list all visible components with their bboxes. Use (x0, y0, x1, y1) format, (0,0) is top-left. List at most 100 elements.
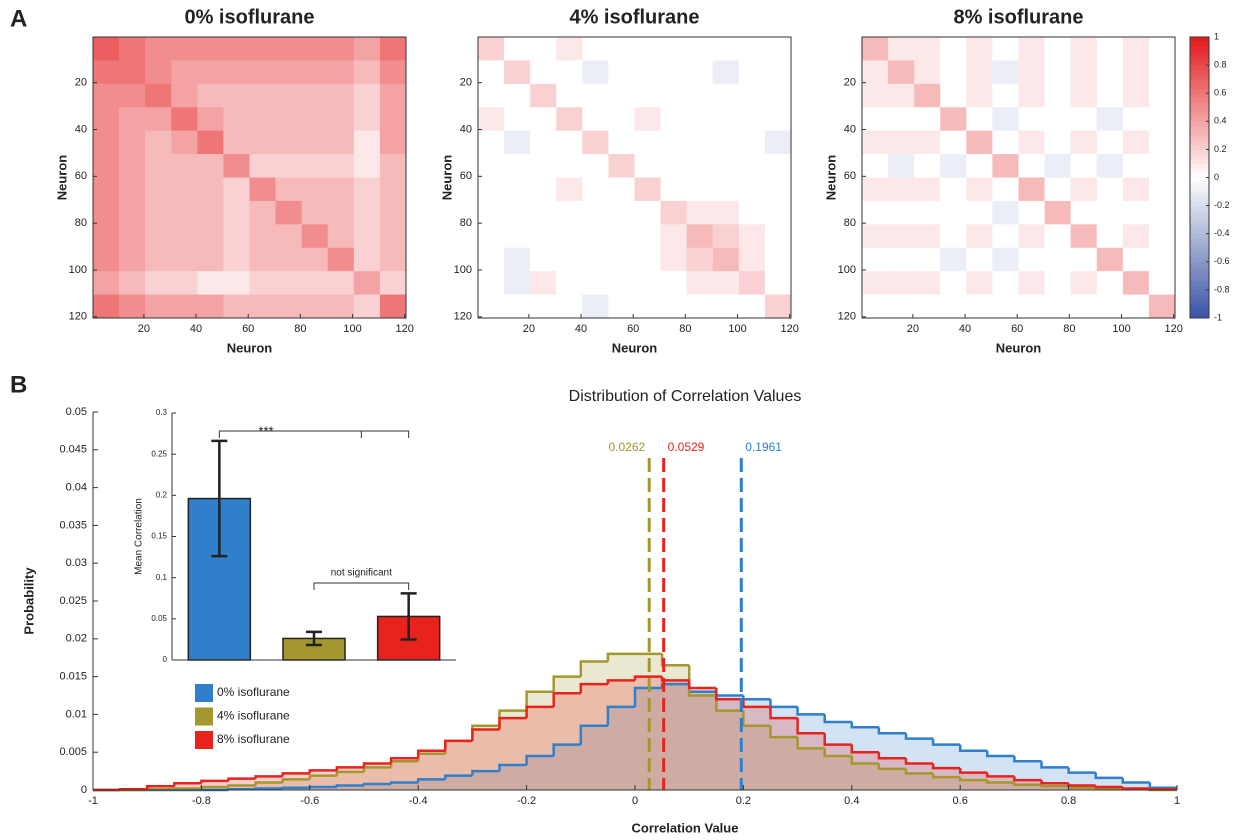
histogram-step (1148, 787, 1177, 791)
heatmap-cell (686, 83, 714, 108)
colorbar-swatch (1190, 275, 1209, 282)
histogram-step (1121, 777, 1150, 784)
heatmap-cell (353, 294, 381, 319)
histogram-bin (960, 780, 988, 790)
heatmap-cell (608, 200, 635, 225)
heatmap-cell (275, 294, 302, 319)
heatmap-cell (966, 83, 993, 108)
colorbar-swatch (1190, 210, 1209, 216)
histogram-step (308, 774, 337, 780)
heatmap-cell (888, 107, 915, 131)
heatmap-cell (862, 60, 889, 85)
heatmap-cell (275, 37, 302, 61)
heatmap-cell (119, 107, 146, 131)
heatmap-cell (608, 60, 635, 85)
significance-label: not significant (331, 568, 392, 579)
heatmap-cell (119, 154, 146, 178)
histogram-bin (933, 768, 961, 790)
histogram-bin (418, 750, 446, 790)
heatmap-cell (966, 130, 993, 155)
heatmap-cell (966, 37, 993, 61)
heatmap-cell (888, 247, 915, 272)
histogram-step (281, 778, 310, 783)
histogram-bin (878, 733, 906, 790)
heatmap-cell (608, 271, 635, 295)
histogram-bin (445, 740, 473, 790)
heatmap-cell (1070, 271, 1098, 295)
heatmap-cell (197, 200, 224, 225)
colorbar-swatch (1190, 46, 1209, 52)
colorbar-swatch (1190, 229, 1209, 235)
colorbar-swatch (1190, 55, 1209, 61)
heatmap-cell (914, 200, 941, 225)
heatmap-cell (1070, 83, 1098, 108)
heatmap-cell (686, 177, 714, 202)
colorbar-swatch (1190, 313, 1209, 319)
histogram-bin (174, 783, 202, 790)
histogram-step (254, 787, 283, 790)
histogram-bin (960, 750, 988, 790)
x-tick-label: 60 (1011, 323, 1023, 335)
histogram-step (552, 691, 581, 707)
x-tick-label: 100 (1112, 323, 1130, 335)
histogram-step (335, 784, 364, 787)
heatmap-cell (1070, 154, 1098, 178)
histogram-bin (906, 763, 934, 790)
colorbar-tick-label: 0.2 (1214, 144, 1227, 154)
colorbar-swatch (1190, 102, 1209, 108)
heatmap-cell (275, 60, 302, 85)
heatmap-cell (530, 154, 557, 178)
heatmap-cell (966, 271, 993, 295)
histogram-bin (499, 718, 527, 790)
chart-title: Distribution of Correlation Values (569, 388, 802, 405)
heatmap-cell (862, 154, 889, 178)
heatmap-cell (738, 60, 766, 85)
heatmap-cell (660, 224, 687, 249)
heatmap-cell (608, 177, 635, 202)
heatmap-cell (914, 83, 941, 108)
heatmap-cell (1148, 294, 1176, 319)
heatmap-cell (379, 37, 407, 61)
heatmap-cell (327, 83, 355, 108)
x-axis-label: Neuron (227, 340, 273, 355)
heatmap-cell (223, 83, 250, 108)
colorbar-swatch (1190, 60, 1209, 66)
heatmap-cell (1070, 294, 1098, 319)
histogram-bin (689, 695, 717, 790)
histogram-step (444, 739, 473, 751)
heatmap-cell (1122, 83, 1150, 108)
heatmap-cell (530, 177, 557, 202)
histogram-step (416, 749, 446, 759)
colorbar-swatch (1190, 135, 1209, 141)
x-tick-label: 80 (294, 323, 306, 335)
heatmap-cell (223, 247, 250, 272)
histogram-bin (553, 676, 581, 790)
y-tick-label: 40 (460, 123, 472, 135)
histogram-bin (851, 727, 879, 790)
heatmap-cell (1044, 83, 1071, 108)
heatmap-cell (353, 177, 381, 202)
heatmap-cell (197, 83, 224, 108)
legend-swatch (195, 707, 213, 726)
colorbar-swatch (1190, 219, 1209, 225)
heatmap-cell (478, 271, 505, 295)
heatmap-cell (171, 177, 198, 202)
heatmap-cell (608, 154, 635, 178)
histogram-step (1040, 784, 1069, 788)
histogram-step (416, 778, 446, 783)
x-tick-label: 0.8 (1061, 795, 1076, 807)
heatmap-cell (504, 177, 531, 202)
heatmap-cell (738, 294, 766, 319)
heatmap-cell (738, 177, 766, 202)
histogram-step (1040, 780, 1069, 785)
colorbar-swatch (1190, 257, 1209, 263)
heatmap-cell (353, 107, 381, 131)
histogram-step (1013, 776, 1042, 782)
heatmap-cell (582, 83, 609, 108)
mean-label: 0.1961 (745, 440, 782, 454)
error-bar (306, 630, 322, 647)
heatmap-cell (966, 294, 993, 319)
x-tick-label: 40 (575, 323, 587, 335)
histogram-bin (445, 740, 473, 790)
heatmap-cell (1070, 177, 1098, 202)
